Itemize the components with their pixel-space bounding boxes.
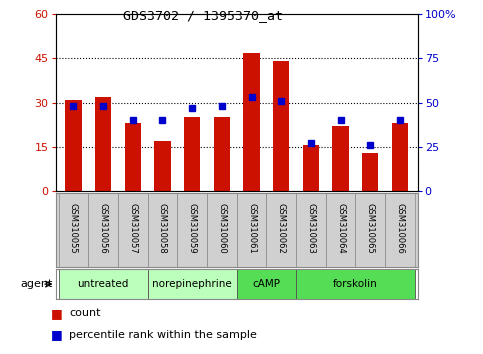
Bar xyxy=(58,193,88,267)
Bar xyxy=(125,123,141,191)
Text: GSM310058: GSM310058 xyxy=(158,203,167,254)
Text: norepinephrine: norepinephrine xyxy=(152,279,232,289)
Text: agent: agent xyxy=(21,279,53,289)
Text: GSM310063: GSM310063 xyxy=(306,203,315,254)
Text: ■: ■ xyxy=(51,328,62,341)
Bar xyxy=(88,193,118,267)
Text: percentile rank within the sample: percentile rank within the sample xyxy=(69,330,257,339)
Bar xyxy=(58,269,148,299)
Bar xyxy=(332,126,349,191)
Text: GSM310060: GSM310060 xyxy=(217,203,227,254)
Bar xyxy=(237,193,266,267)
Bar xyxy=(148,269,237,299)
Bar xyxy=(296,193,326,267)
Text: untreated: untreated xyxy=(77,279,129,289)
Text: GDS3702 / 1395370_at: GDS3702 / 1395370_at xyxy=(123,9,283,22)
Text: count: count xyxy=(69,308,100,318)
Bar xyxy=(273,61,289,191)
Bar xyxy=(392,123,408,191)
Bar xyxy=(303,145,319,191)
Bar xyxy=(177,193,207,267)
Text: GSM310062: GSM310062 xyxy=(277,203,286,254)
Text: GSM310066: GSM310066 xyxy=(396,203,404,254)
Bar xyxy=(385,193,415,267)
Bar xyxy=(266,193,296,267)
Bar xyxy=(154,141,170,191)
Bar xyxy=(95,97,111,191)
Text: GSM310065: GSM310065 xyxy=(366,203,375,254)
Bar xyxy=(355,193,385,267)
Bar xyxy=(118,193,148,267)
Text: ■: ■ xyxy=(51,307,62,320)
Bar xyxy=(148,193,177,267)
Bar xyxy=(237,269,296,299)
Bar xyxy=(296,269,415,299)
Text: GSM310061: GSM310061 xyxy=(247,203,256,254)
Bar xyxy=(243,52,260,191)
Bar xyxy=(207,193,237,267)
Text: GSM310064: GSM310064 xyxy=(336,203,345,254)
Text: forskolin: forskolin xyxy=(333,279,378,289)
Bar xyxy=(184,118,200,191)
Text: cAMP: cAMP xyxy=(252,279,280,289)
Bar xyxy=(65,100,82,191)
Text: GSM310057: GSM310057 xyxy=(128,203,137,254)
Text: GSM310056: GSM310056 xyxy=(99,203,108,254)
Bar xyxy=(213,118,230,191)
Text: GSM310059: GSM310059 xyxy=(187,203,197,254)
Bar xyxy=(326,193,355,267)
Text: GSM310055: GSM310055 xyxy=(69,203,78,254)
Bar xyxy=(362,153,379,191)
